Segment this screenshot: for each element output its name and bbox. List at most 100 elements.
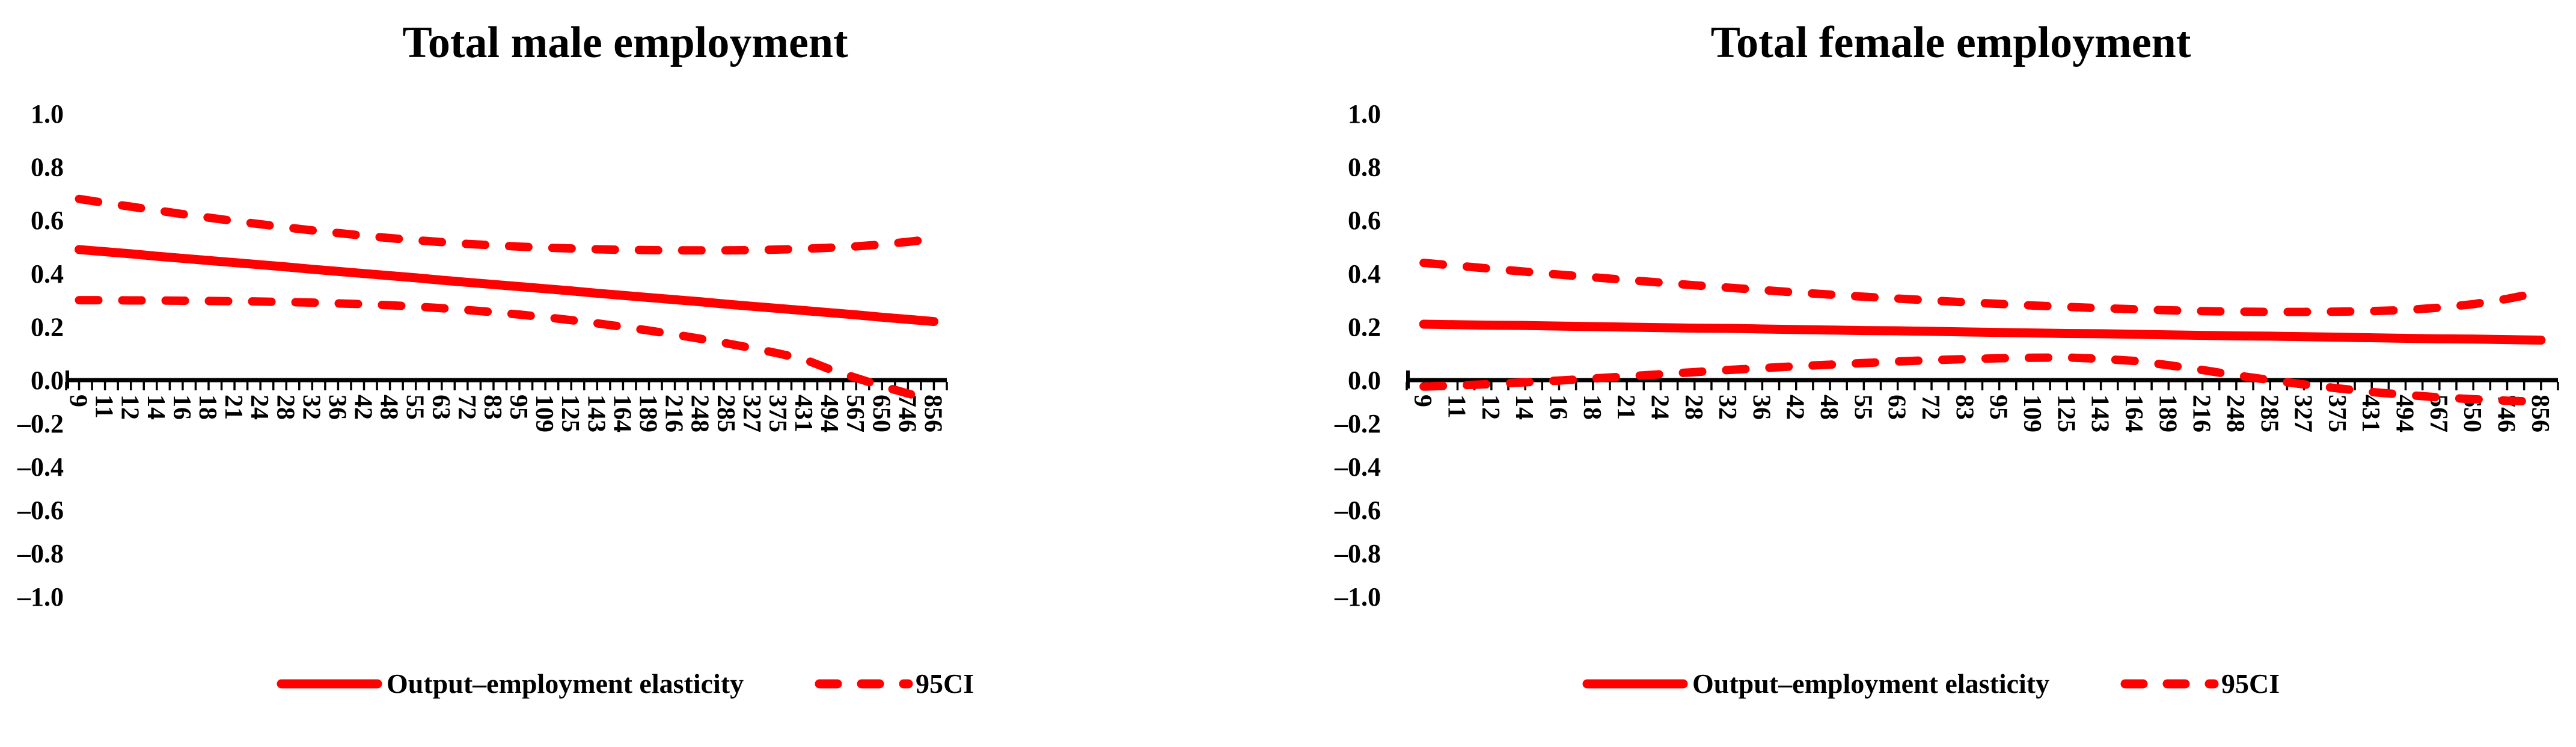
x-axis-tick-label: 14	[142, 395, 170, 420]
x-axis-tick-label: 83	[1950, 395, 1978, 420]
y-axis-tick-label: 1.0	[1348, 99, 1381, 129]
elasticity-line	[1419, 319, 2546, 345]
x-axis-tick-label: 14	[1510, 395, 1538, 420]
x-axis-tick-label: 431	[789, 395, 817, 432]
elasticity-line	[75, 245, 938, 327]
x-axis-tick-label: 567	[841, 395, 869, 432]
ci-lower-line	[75, 296, 938, 405]
x-axis-tick-label: 327	[738, 395, 765, 432]
x-axis-tick-label: 746	[893, 395, 920, 432]
x-axis-tick-label: 12	[116, 395, 144, 420]
x-axis-tick-label: 9	[1409, 395, 1436, 407]
x-axis-tick-label: 55	[1849, 395, 1876, 420]
x-axis-tick-label: 48	[1815, 395, 1843, 420]
x-axis-tick-label: 95	[504, 395, 532, 420]
chart-title: Total male employment	[402, 18, 848, 67]
x-axis-tick-label: 72	[453, 395, 480, 420]
y-axis-tick-label: 0.2	[31, 312, 64, 342]
x-axis-tick-label: 189	[634, 395, 661, 432]
x-axis-tick-label: 109	[2018, 395, 2046, 432]
x-axis-tick-label: 12	[1476, 395, 1504, 420]
y-axis-tick-label: –0.8	[1334, 539, 1381, 568]
x-axis-tick-label: 21	[219, 395, 247, 420]
x-axis-tick-label: 11	[1442, 395, 1470, 419]
x-axis-tick-label: 63	[1883, 395, 1911, 420]
x-axis-tick-label: 72	[1917, 395, 1944, 420]
legend-label-elasticity: Output–employment elasticity	[387, 668, 744, 699]
x-axis-tick-label: 164	[608, 395, 635, 432]
y-axis-tick-label: 0.0	[31, 366, 64, 395]
x-axis-tick-label: 431	[2357, 395, 2384, 432]
y-axis-tick-label: –0.4	[17, 452, 64, 482]
y-axis-tick-label: 0.2	[1348, 312, 1381, 342]
x-axis-tick-label: 24	[245, 395, 273, 420]
chart-panel-male: Total male employment 1.0 0.8 0.6 0.4 0.2 0.0 –…	[17, 18, 974, 699]
x-axis-tick-label: 42	[1781, 395, 1809, 420]
x-axis-tick-label: 95	[1984, 395, 2012, 420]
x-axis-tick-label: 216	[2188, 395, 2215, 432]
y-axis-tick-label: –1.0	[1334, 582, 1381, 612]
x-axis-tick-label: 32	[1713, 395, 1741, 420]
chart-panel-female: Total female employment 1.0 0.8 0.6 0.4 0.2 0.…	[1288, 0, 2576, 747]
x-axis-tick-label: 650	[867, 395, 895, 432]
y-axis-tick-label: 1.0	[31, 99, 64, 129]
y-axis-tick-label: 0.4	[31, 259, 64, 289]
x-axis-tick-label: 125	[556, 395, 584, 432]
x-axis-tick-label: 63	[427, 395, 454, 420]
legend-label-95ci: 95CI	[916, 668, 974, 699]
y-axis-tick-label: 0.6	[1348, 206, 1381, 235]
x-axis-tick-label: 83	[479, 395, 506, 420]
x-axis-tick-label: 285	[2255, 395, 2283, 432]
x-axis-tick-label: 28	[1680, 395, 1707, 420]
ci-upper-line	[1419, 259, 2545, 316]
ci-lower-line	[1419, 353, 2545, 406]
x-axis-tick-label: 36	[1747, 395, 1775, 420]
y-axis-tick-label: 0.0	[1348, 366, 1381, 395]
x-axis-tick-label: 24	[1645, 395, 1673, 420]
x-axis-tick-label: 18	[1578, 395, 1606, 420]
x-axis-tick-label: 42	[349, 395, 377, 420]
x-axis-tick-label: 856	[919, 395, 946, 432]
x-axis-tick-label: 856	[2526, 395, 2554, 432]
x-axis-tick-label: 55	[401, 395, 429, 420]
y-axis-tick-label: 0.4	[1348, 259, 1381, 289]
y-axis-tick-label: 0.6	[31, 206, 64, 235]
x-axis-tick-label: 248	[686, 395, 714, 432]
x-axis-tick-label: 21	[1612, 395, 1639, 420]
x-axis-tick-label: 494	[2391, 395, 2418, 432]
chart-title: Total female employment	[1711, 18, 2191, 67]
x-axis-tick-label: 375	[763, 395, 791, 432]
x-axis-tick-label: 16	[1544, 395, 1571, 420]
y-axis-tick-label: 0.8	[1348, 153, 1381, 182]
x-axis-tick-label: 48	[375, 395, 403, 420]
female-employment-chart: Total female employment 1.0 0.8 0.6 0.4 0.2 0.…	[1334, 18, 2559, 699]
x-axis-tick-label: 16	[168, 395, 195, 420]
y-axis-tick-label: –0.2	[17, 409, 64, 438]
legend-label-elasticity: Output–employment elasticity	[1692, 668, 2049, 699]
x-axis-tick-label: 567	[2425, 395, 2452, 432]
x-axis-tick-label: 11	[90, 395, 118, 419]
x-axis-tick-label: 327	[2289, 395, 2317, 432]
legend-label-95ci: 95CI	[2221, 668, 2280, 699]
x-axis-tick-label: 36	[323, 395, 350, 420]
y-axis-tick-label: –1.0	[17, 582, 64, 612]
x-axis-tick-label: 9	[64, 395, 92, 407]
x-axis-tick-label: 248	[2221, 395, 2249, 432]
x-axis-tick-label: 109	[530, 395, 558, 432]
x-axis-tick-label: 494	[815, 395, 843, 432]
x-axis-tick-label: 375	[2323, 395, 2351, 432]
x-axis-tick-label: 164	[2120, 395, 2147, 432]
x-axis-tick-label: 189	[2153, 395, 2181, 432]
y-axis-tick-label: –0.8	[17, 539, 64, 568]
y-axis-tick-label: –0.6	[1334, 496, 1381, 525]
y-axis-tick-label: –0.2	[1334, 409, 1381, 438]
x-axis-tick-label: 32	[297, 395, 325, 420]
y-axis-tick-label: 0.8	[31, 153, 64, 182]
x-axis-tick-label: 18	[194, 395, 221, 420]
x-axis-tick-label: 285	[712, 395, 739, 432]
x-axis-tick-label: 28	[271, 395, 299, 420]
male-employment-chart: Total male employment 1.0 0.8 0.6 0.4 0.2 0.0 –…	[17, 18, 974, 699]
y-axis-tick-label: –0.6	[17, 496, 64, 525]
x-axis-tick-label: 125	[2052, 395, 2079, 432]
